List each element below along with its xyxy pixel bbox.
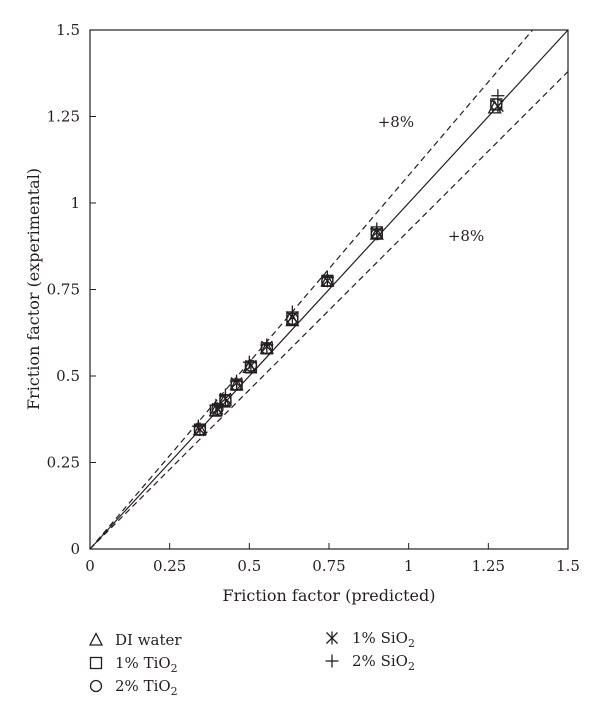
y-tick-label: 1.5 bbox=[56, 21, 80, 39]
reference-line-parity bbox=[89, 29, 569, 550]
x-tick-label: 0.25 bbox=[153, 557, 186, 575]
legend-marker-plus bbox=[325, 654, 339, 668]
data-point-plus bbox=[491, 89, 505, 103]
data-point-plus bbox=[209, 398, 223, 412]
data-point-plus bbox=[320, 270, 334, 284]
legend-label: 1% SiO2 bbox=[352, 629, 415, 650]
x-tick-label: 0.75 bbox=[312, 557, 345, 575]
legend-label: DI water bbox=[115, 631, 182, 649]
y-tick-label: 0.5 bbox=[56, 367, 80, 385]
legend-item: 2% SiO2 bbox=[325, 652, 415, 673]
legend-label: 2% SiO2 bbox=[352, 652, 415, 673]
legend-item: 2% TiO2 bbox=[89, 677, 178, 698]
x-tick-label: 1.25 bbox=[472, 557, 505, 575]
y-tick-label: 1.25 bbox=[47, 108, 80, 126]
data-point-plus bbox=[285, 305, 299, 319]
legend-label: 2% TiO2 bbox=[115, 677, 178, 698]
y-tick-label: 1 bbox=[70, 194, 80, 212]
x-tick-label: 1.5 bbox=[556, 557, 580, 575]
x-tick-label: 0 bbox=[85, 557, 95, 575]
y-tick-label: 0 bbox=[70, 540, 80, 558]
legend-label: 1% TiO2 bbox=[115, 654, 178, 675]
y-axis-title: Friction factor (experimental) bbox=[24, 168, 43, 410]
annotations: +8% +8% bbox=[378, 113, 484, 245]
x-tick-label: 1 bbox=[404, 557, 414, 575]
data-point-plus bbox=[191, 419, 205, 433]
y-tick-label: 0.75 bbox=[47, 281, 80, 299]
axes: 0 0.25 0.5 0.75 1 1.25 1.5 0 0.25 0.5 0.75 1 1.25 1.5 bbox=[47, 21, 580, 575]
legend-marker-asterisk bbox=[326, 631, 338, 645]
x-tick-label: 0.5 bbox=[237, 557, 261, 575]
data-point-plus bbox=[260, 338, 274, 352]
annotation-label: +8% bbox=[448, 227, 484, 245]
legend-item: 1% SiO2 bbox=[326, 629, 415, 650]
reference-lines bbox=[89, 29, 569, 550]
data-point-plus bbox=[370, 222, 384, 236]
legend-item: DI water bbox=[88, 631, 182, 649]
legend-marker-triangle bbox=[88, 632, 104, 646]
data-point-plus bbox=[242, 355, 256, 369]
legend-marker-circle bbox=[89, 679, 103, 693]
legend-marker-square bbox=[89, 656, 103, 670]
data-point-triangle bbox=[216, 394, 231, 408]
data-markers bbox=[191, 89, 505, 437]
series-plus bbox=[191, 89, 505, 433]
reference-line-lower bbox=[89, 71, 569, 550]
data-point-plus bbox=[218, 388, 232, 402]
data-point-plus bbox=[230, 374, 244, 388]
reference-line-upper bbox=[89, 29, 534, 550]
legend-item: 1% TiO2 bbox=[89, 654, 178, 675]
y-tick-label: 0.25 bbox=[47, 454, 80, 472]
annotation-label: +8% bbox=[378, 113, 414, 131]
series-triangle bbox=[192, 99, 502, 436]
x-axis-title: Friction factor (predicted) bbox=[223, 586, 436, 605]
data-point-circle bbox=[490, 98, 503, 111]
